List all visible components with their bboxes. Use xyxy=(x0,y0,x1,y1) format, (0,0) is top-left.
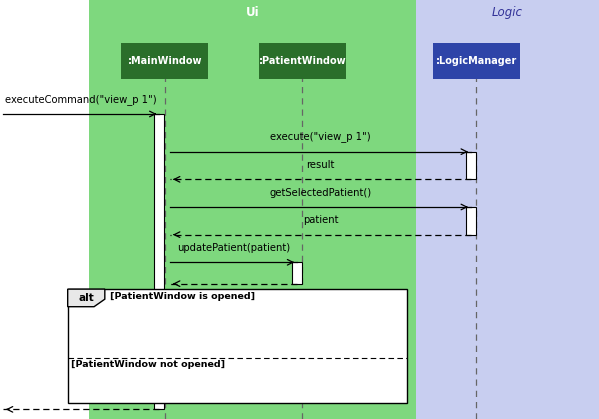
Bar xyxy=(292,374,302,391)
Bar xyxy=(416,0,599,419)
Text: :PatientWindow: :PatientWindow xyxy=(259,56,346,66)
Bar xyxy=(466,207,476,235)
Text: [PatientWindow is opened]: [PatientWindow is opened] xyxy=(110,292,255,301)
Bar xyxy=(122,43,208,79)
Bar xyxy=(466,152,476,179)
Text: alt: alt xyxy=(78,293,94,303)
Text: show(): show() xyxy=(217,354,250,365)
Bar xyxy=(155,114,165,409)
Text: executeCommand("view_p 1"): executeCommand("view_p 1") xyxy=(5,94,157,105)
Text: execute("view_p 1"): execute("view_p 1") xyxy=(270,132,371,142)
Text: :LogicManager: :LogicManager xyxy=(435,56,517,66)
Text: focus(): focus() xyxy=(216,307,251,317)
Text: updatePatient(patient): updatePatient(patient) xyxy=(177,243,290,253)
Text: [PatientWindow not opened]: [PatientWindow not opened] xyxy=(71,360,225,369)
Text: getSelectedPatient(): getSelectedPatient() xyxy=(270,188,371,198)
Polygon shape xyxy=(68,289,105,307)
Text: :MainWindow: :MainWindow xyxy=(128,56,202,66)
Text: result: result xyxy=(306,160,335,170)
Bar xyxy=(292,262,302,284)
Text: Logic: Logic xyxy=(492,6,523,19)
Bar xyxy=(68,289,407,403)
Text: patient: patient xyxy=(302,215,338,225)
Bar xyxy=(89,0,416,419)
Bar xyxy=(259,43,346,79)
Text: Ui: Ui xyxy=(246,6,259,19)
Bar xyxy=(292,326,302,344)
Bar xyxy=(432,43,520,79)
